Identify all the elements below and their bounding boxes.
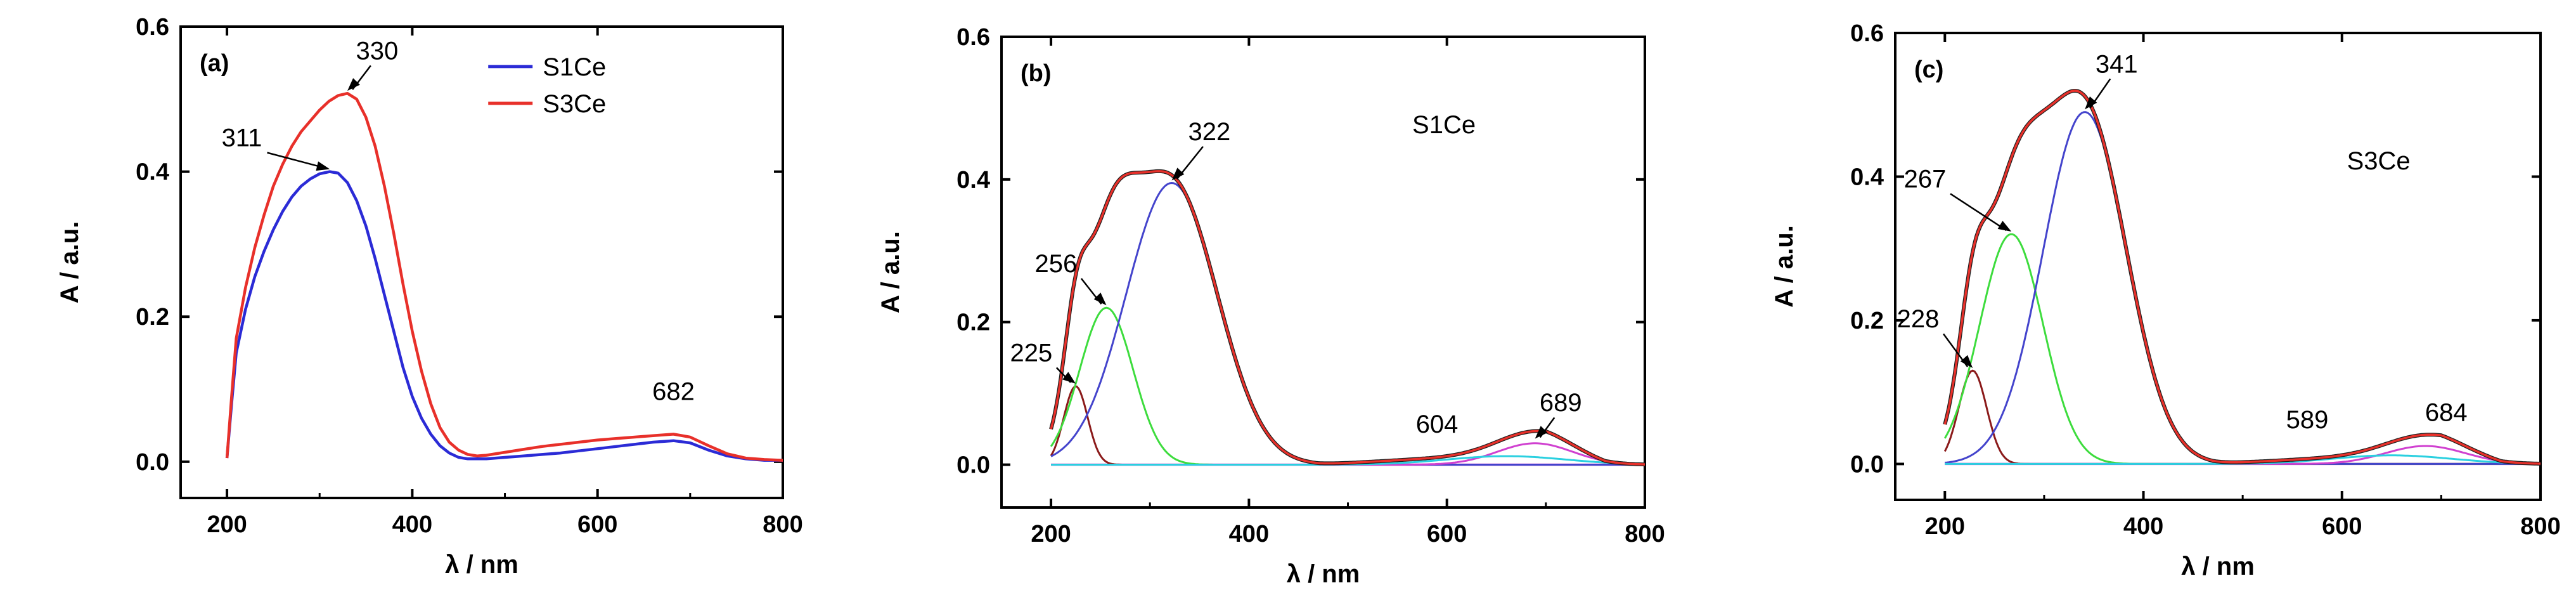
- y-tick-label: 0.0: [136, 449, 169, 476]
- annotation-arrowhead: [347, 78, 360, 91]
- measured-spectrum: [1049, 169, 1645, 467]
- annotation-arrow: [1950, 193, 2007, 232]
- peak-annotation: 341: [2096, 50, 2138, 78]
- peak-annotation: 256: [1035, 250, 1078, 278]
- x-axis-title: λ / nm: [2181, 553, 2255, 580]
- annotation-arrowhead: [316, 161, 330, 171]
- y-tick-label: 0.6: [136, 14, 169, 41]
- fitted-envelope: [1050, 170, 1645, 466]
- chart-panel-2: 200 400 600 800 0.0 0.2 0.4 0.6 λ / nm A / a.u. (b…: [877, 24, 1665, 588]
- x-tick-label: 600: [1427, 521, 1467, 547]
- y-tick-label: 0.0: [1850, 451, 1884, 478]
- y-axis-title: A / a.u.: [877, 231, 905, 313]
- x-tick-label: 800: [1625, 521, 1665, 547]
- x-tick-label: 600: [577, 511, 617, 538]
- fit-component-322: [1050, 181, 1645, 466]
- peak-annotation: 689: [1540, 389, 1582, 417]
- x-tick-label: 800: [2520, 513, 2560, 540]
- x-tick-label: 200: [207, 511, 247, 538]
- y-axis-title: A / a.u.: [1770, 225, 1798, 308]
- x-axis-title: λ / nm: [445, 551, 518, 579]
- y-axis-title: A / a.u.: [56, 221, 84, 304]
- peak-annotation: 311: [222, 124, 262, 152]
- x-tick-label: 400: [392, 511, 432, 538]
- plot-frame: [1894, 32, 2542, 501]
- y-tick-label: 0.4: [1850, 164, 1884, 190]
- x-tick-label: 400: [2123, 513, 2163, 540]
- x-tick-label: 400: [1229, 521, 1269, 547]
- plot-frame: [1000, 36, 1646, 509]
- fit-component-256: [1050, 306, 1645, 466]
- panel-label: (a): [200, 50, 229, 77]
- peak-annotation: 228: [1897, 305, 1940, 333]
- annotation-arrowhead: [1062, 372, 1076, 384]
- fit-component-267: [1943, 233, 2541, 465]
- peak-annotation: 267: [1904, 165, 1947, 193]
- y-tick-label: 0.6: [1850, 20, 1884, 47]
- panel-label: (b): [1021, 60, 1052, 87]
- panel-label: (c): [1914, 56, 1943, 83]
- series-line-S3Ce: [225, 91, 783, 462]
- x-axis-title: λ / nm: [1287, 560, 1360, 588]
- y-tick-label: 0.2: [136, 304, 169, 331]
- peak-annotation: 604: [1416, 410, 1459, 438]
- annotation-arrowhead: [1093, 292, 1107, 306]
- annotation-arrowhead: [1535, 426, 1548, 439]
- sample-label: S3Ce: [2347, 147, 2411, 175]
- peak-annotation: 225: [1010, 339, 1052, 367]
- series-line-S1Ce: [225, 170, 783, 462]
- y-tick-label: 0.4: [956, 167, 990, 193]
- chart-panel-3: 200 400 600 800 0.0 0.2 0.4 0.6 λ / nm A / a.u. (c…: [1770, 20, 2561, 580]
- plot-frame: [179, 25, 784, 499]
- x-tick-label: 200: [1925, 513, 1965, 540]
- x-tick-label: 800: [763, 511, 802, 538]
- fitted-envelope: [1943, 89, 2541, 465]
- annotation-arrowhead: [2085, 96, 2097, 110]
- legend-label: S1Ce: [543, 53, 606, 81]
- annotation-arrowhead: [1960, 355, 1973, 369]
- chart-panel-1: 200 400 600 800 0.0 0.2 0.4 0.6 λ / nm A / a.u. (a…: [56, 14, 803, 579]
- annotation-arrowhead: [1997, 220, 2012, 232]
- y-tick-label: 0.6: [956, 24, 990, 51]
- annotation-arrow: [267, 152, 325, 169]
- y-tick-label: 0.2: [1850, 308, 1884, 334]
- peak-annotation: 330: [356, 37, 398, 65]
- annotation-arrowhead: [1171, 167, 1185, 181]
- legend-label: S3Ce: [543, 90, 606, 118]
- x-tick-label: 600: [2322, 513, 2362, 540]
- x-tick-label: 200: [1031, 521, 1071, 547]
- peak-annotation: 589: [2286, 406, 2329, 434]
- y-tick-label: 0.0: [956, 452, 990, 479]
- peak-annotation: 322: [1188, 118, 1231, 146]
- peak-annotation: 684: [2425, 398, 2468, 426]
- y-tick-label: 0.4: [136, 159, 169, 186]
- sample-label: S1Ce: [1412, 111, 1476, 139]
- peak-annotation: 682: [652, 378, 695, 406]
- y-tick-label: 0.2: [956, 310, 990, 336]
